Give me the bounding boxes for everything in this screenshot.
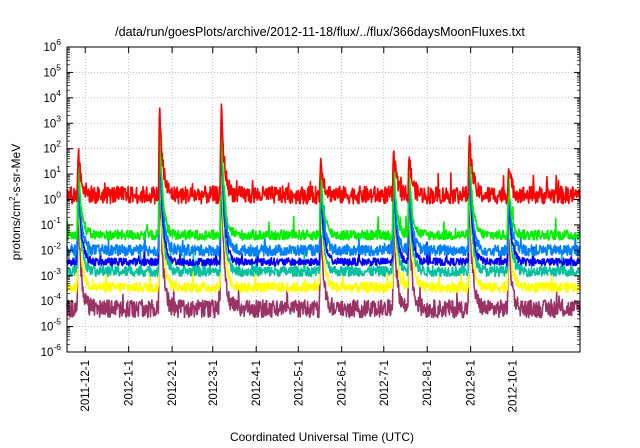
x-tick-label: 2012-7-1 [379, 360, 391, 406]
x-tick-labels: 2011-12-1 2012-1-1 2012-2-1 2012-3-1 2012-4-… [80, 360, 520, 412]
x-tick-label: 2012-10-1 [508, 360, 520, 412]
chart-title: /data/run/goesPlots/archive/2012-11-18/f… [115, 25, 525, 39]
flux-series-line [66, 135, 581, 267]
y-tick-label: 101 [43, 164, 61, 181]
x-tick-label: 2012-4-1 [251, 360, 263, 406]
flux-series-line [66, 103, 581, 205]
flux-series-line [66, 153, 581, 294]
x-axis-label: Coordinated Universal Time (UTC) [230, 430, 414, 444]
x-tick-label: 2012-3-1 [208, 360, 220, 406]
x-tick-label: 2012-6-1 [337, 360, 349, 406]
y-tick-label: 10-6 [41, 342, 62, 359]
flux-series-line [66, 124, 581, 257]
y-tick-label: 106 [43, 37, 61, 54]
x-tick-label: 2012-9-1 [466, 360, 478, 406]
x-tick-label: 2012-2-1 [167, 360, 179, 406]
x-tick-label: 2012-8-1 [422, 360, 434, 406]
y-tick-label: 100 [43, 190, 61, 207]
x-tick-label: 2012-1-1 [124, 360, 136, 406]
y-tick-label: 104 [43, 88, 61, 105]
y-tick-label: 10-2 [41, 240, 62, 257]
y-tick-label: 10-1 [41, 215, 62, 232]
flux-series-line [66, 117, 581, 241]
y-tick-label: 103 [43, 113, 61, 130]
axis-ticks [67, 46, 580, 353]
y-tick-label: 105 [43, 62, 61, 79]
y-tick-label: 10-3 [41, 266, 62, 283]
flux-series-line [66, 163, 581, 319]
y-tick-label: 102 [43, 139, 61, 156]
y-axis-label: protons/cm2-s-sr-MeV [8, 144, 23, 260]
y-tick-label: 10-5 [41, 317, 62, 334]
x-tick-label: 2011-12-1 [80, 360, 92, 412]
y-tick-labels: 10-6 10-5 10-4 10-3 10-2 10-1 100 101 102 103 104 1… [41, 37, 62, 359]
series-lines [66, 103, 581, 319]
y-tick-label: 10-4 [41, 291, 62, 308]
x-tick-label: 2012-5-1 [293, 360, 305, 406]
